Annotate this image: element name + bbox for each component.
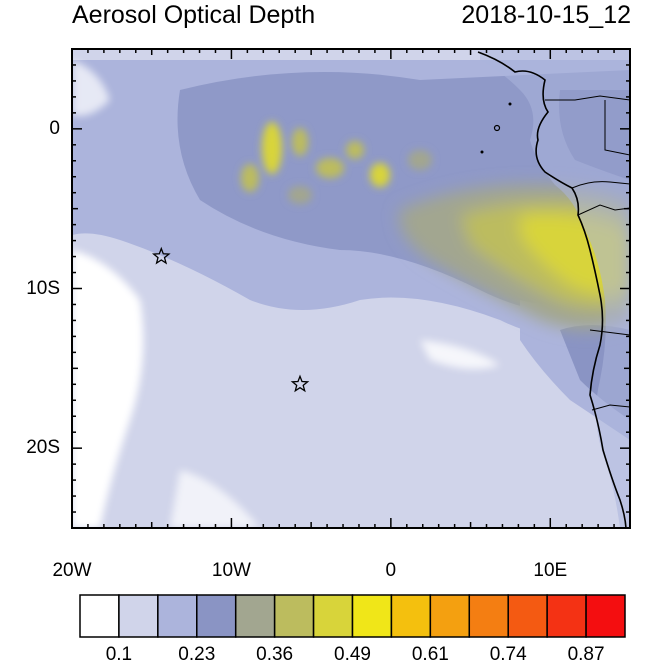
colorbar-box: [196, 594, 237, 638]
lat-tick-label: 10S: [26, 277, 60, 299]
lat-tick-label: 20S: [26, 437, 60, 459]
axis-ticks: [71, 48, 631, 529]
colorbar-box: [79, 594, 120, 638]
lon-tick-label: 10E: [533, 560, 568, 581]
station-star-icon: [151, 246, 171, 265]
colorbar-box: [468, 594, 509, 638]
lon-tick-label: 10W: [211, 560, 251, 581]
colorbar-box: [312, 594, 354, 638]
colorbar-box: [507, 594, 548, 638]
colorbar-box: [273, 594, 315, 638]
colorbar-label: 0.1: [105, 644, 133, 665]
colorbar-label: 0.74: [489, 644, 527, 665]
lon-tick-label: 20W: [52, 560, 92, 581]
colorbar-label: 0.49: [334, 644, 371, 665]
lon-tick-label: 0: [385, 560, 397, 581]
map-timestamp: 2018-10-15_12: [461, 1, 631, 29]
colorbar-box: [234, 594, 276, 638]
colorbar-box: [118, 594, 159, 638]
colorbar: [79, 594, 626, 638]
station-markers: [151, 246, 310, 393]
colorbar-box: [157, 594, 198, 638]
colorbar-box: [546, 594, 587, 638]
colorbar-box: [351, 594, 393, 638]
colorbar-label: 0.36: [256, 644, 294, 665]
colorbar-box: [429, 594, 471, 638]
lat-tick-label: 0: [49, 117, 60, 139]
map-title: Aerosol Optical Depth: [72, 1, 316, 29]
colorbar-label: 0.23: [178, 644, 216, 665]
colorbar-box: [390, 594, 432, 638]
colorbar-label: 0.61: [411, 644, 449, 665]
colorbar-box: [585, 594, 626, 638]
station-star-icon: [290, 374, 310, 393]
colorbar-label: 0.87: [567, 644, 605, 665]
aod-field: [72, 49, 630, 528]
